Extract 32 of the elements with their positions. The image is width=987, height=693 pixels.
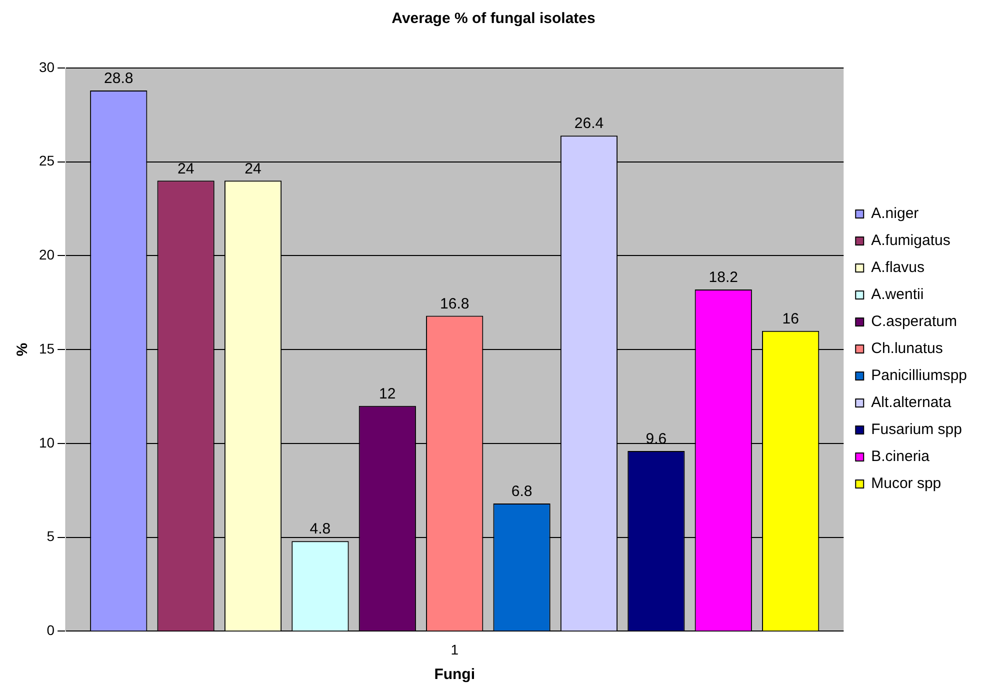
legend-label: A.fumigatus bbox=[871, 232, 950, 250]
legend-label: Mucor spp bbox=[871, 475, 942, 492]
x-tick-label: 1 bbox=[450, 641, 459, 658]
y-tick-label: 20 bbox=[38, 246, 55, 263]
y-tick-label: 30 bbox=[38, 58, 55, 75]
data-label: 24 bbox=[177, 160, 194, 178]
x-axis-title: Fungi bbox=[434, 666, 476, 684]
y-tick-label: 25 bbox=[38, 152, 55, 169]
y-tick-label: 0 bbox=[46, 622, 55, 638]
legend-label: A.wentii bbox=[871, 286, 924, 304]
y-axis-title: % bbox=[14, 342, 32, 356]
data-label: 6.8 bbox=[511, 483, 532, 500]
data-label: 12 bbox=[379, 386, 396, 403]
legend-label: Panicilliumspp bbox=[871, 367, 967, 384]
legend-label: A.flavus bbox=[871, 259, 924, 276]
y-tick-label: 5 bbox=[46, 528, 55, 544]
legend-label: Ch.lunatus bbox=[871, 340, 943, 358]
data-label: 16.8 bbox=[440, 295, 470, 312]
data-label: 24 bbox=[244, 160, 262, 178]
legend-label: Alt.alternata bbox=[871, 394, 952, 412]
data-label: 16 bbox=[782, 310, 799, 328]
legend-label: A.niger bbox=[871, 205, 919, 222]
data-label: 4.8 bbox=[310, 520, 331, 538]
data-label: 18.2 bbox=[708, 269, 738, 286]
data-label: 28.8 bbox=[104, 70, 134, 88]
legend-label: B.cineria bbox=[871, 448, 930, 466]
legend-label: Fusarium spp bbox=[871, 421, 962, 438]
data-label: 26.4 bbox=[574, 115, 604, 132]
y-tick-label: 15 bbox=[38, 340, 55, 356]
y-tick-label: 10 bbox=[38, 434, 55, 450]
chart-title: Average % of fungal isolates bbox=[392, 10, 596, 28]
legend-label: C.asperatum bbox=[871, 313, 957, 330]
